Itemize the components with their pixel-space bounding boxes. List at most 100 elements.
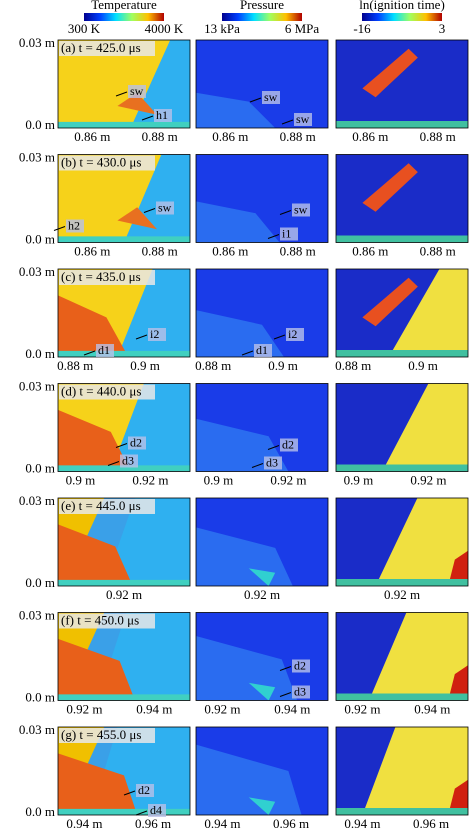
panel-frame [335, 268, 469, 358]
annotation-bg [286, 328, 304, 341]
field [362, 163, 418, 212]
field [196, 527, 293, 586]
annotation-bg [148, 804, 166, 817]
annotation: d1 [256, 343, 268, 357]
annotation-bg [120, 454, 138, 468]
annotation-bg [156, 201, 174, 215]
field [104, 498, 190, 586]
x-tick-label: 0.88 m [420, 129, 456, 144]
annotation-arrow [249, 97, 262, 103]
y-label: 0.03 m [19, 722, 55, 737]
annotation: sw [158, 200, 172, 214]
panel-frame [57, 726, 191, 816]
y-label: 0.0 m [25, 346, 55, 361]
colorbar-max: 4000 K [145, 21, 184, 36]
field [336, 235, 468, 243]
x-tick-label: 0.9 m [408, 358, 438, 373]
panel-frame [335, 612, 469, 701]
x-tick-label: 0.9 m [130, 358, 160, 373]
y-label: 0.0 m [25, 231, 55, 246]
field [336, 154, 468, 243]
panel [336, 383, 468, 472]
field [58, 524, 133, 586]
field [58, 638, 135, 701]
panel-label-bg [59, 384, 155, 400]
annotation-arrow [135, 810, 148, 816]
field [58, 579, 190, 586]
field [58, 465, 190, 472]
annotation-bg [148, 328, 166, 341]
colorbar-max: 6 MPa [285, 21, 320, 36]
annotation-arrow [53, 226, 66, 231]
x-tick-label: 0.92 m [410, 472, 446, 487]
annotation-bg [136, 784, 154, 797]
x-tick-label: 0.88 m [57, 358, 93, 373]
field [196, 744, 302, 815]
x-tick-label: 0.92 m [106, 587, 142, 602]
x-tick-label: 0.94 m [136, 701, 172, 716]
annotation-arrow [281, 119, 294, 125]
annotation-bg [292, 659, 310, 673]
panel-frame [57, 39, 191, 129]
field [58, 808, 190, 815]
field [196, 201, 280, 243]
field [196, 635, 298, 701]
annotation-arrow [273, 334, 286, 340]
panel [196, 612, 328, 701]
panel-frame [195, 154, 329, 243]
annotation: i1 [282, 226, 291, 240]
annotation-arrow [141, 115, 154, 121]
panel [196, 154, 328, 243]
field [58, 409, 131, 472]
annotation: d2 [282, 437, 294, 451]
annotation-arrow [267, 445, 280, 450]
x-tick-label: 0.86 m [352, 243, 388, 258]
y-label: 0.0 m [25, 460, 55, 475]
y-label: 0.03 m [19, 35, 55, 50]
panel-frame [195, 612, 329, 701]
y-label: 0.0 m [25, 804, 55, 819]
x-tick-label: 0.88 m [280, 243, 316, 258]
field [336, 120, 468, 128]
panel-frame [195, 726, 329, 816]
panel-frame [57, 154, 191, 243]
annotation-bg [262, 91, 280, 104]
x-tick-label: 0.9 m [268, 358, 298, 373]
panel-frame [57, 268, 191, 358]
panel-frame [57, 383, 191, 472]
panel [58, 498, 190, 586]
annotation-bg [96, 344, 114, 357]
colorbar-min: -16 [353, 21, 371, 36]
x-tick-label: 0.86 m [212, 243, 248, 258]
annotation: d3 [294, 684, 306, 698]
x-tick-label: 0.92 m [132, 472, 168, 487]
panel [196, 40, 328, 128]
x-tick-label: 0.94 m [204, 816, 240, 831]
panel [58, 727, 190, 815]
annotation-bg [254, 344, 272, 357]
annotation-bg [280, 438, 298, 452]
field [362, 727, 468, 815]
field [388, 269, 468, 357]
x-tick-label: 0.92 m [244, 587, 280, 602]
x-tick-label: 0.88 m [142, 129, 178, 144]
field [117, 269, 190, 357]
panel-label: (e) t = 445.0 μs [61, 498, 141, 513]
x-tick-label: 0.92 m [270, 472, 306, 487]
annotation: d2 [130, 435, 142, 449]
x-tick-label: 0.88 m [335, 358, 371, 373]
x-tick-label: 0.94 m [274, 701, 310, 716]
field [58, 121, 190, 128]
field [362, 48, 418, 98]
header-title: Pressure [240, 0, 284, 12]
field [58, 694, 190, 701]
field [196, 92, 276, 128]
annotation: h2 [68, 218, 80, 232]
annotation-arrow [123, 790, 136, 796]
panel [196, 383, 328, 472]
panel [58, 154, 190, 243]
panel-frame [335, 39, 469, 129]
x-tick-label: 0.86 m [74, 243, 110, 258]
field [362, 277, 418, 327]
x-tick-label: 0.92 m [204, 701, 240, 716]
